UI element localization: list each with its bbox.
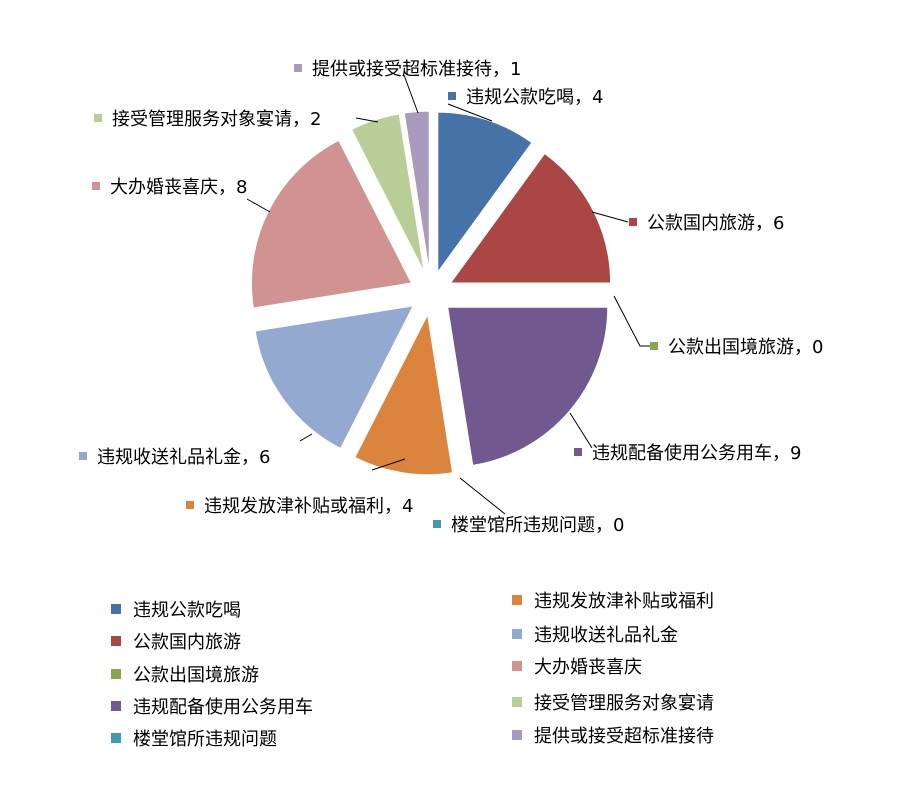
leader-line	[591, 211, 629, 223]
legend-label: 提供或接受超标准接待	[534, 726, 714, 747]
data-label: 违规收送礼品礼金，6	[97, 447, 270, 468]
data-label: 公款国内旅游，6	[647, 213, 784, 234]
legend-swatch	[512, 697, 522, 707]
pie-slice	[437, 111, 533, 274]
pie-slice	[250, 139, 413, 309]
legend-label: 违规公款吃喝	[133, 600, 241, 621]
pie-slice	[354, 313, 454, 476]
data-label: 公款出国境旅游，0	[668, 337, 823, 358]
data-label: 违规发放津补贴或福利，4	[204, 496, 413, 517]
leader-line	[246, 198, 271, 213]
leader-line	[355, 117, 379, 123]
data-label-swatch	[650, 342, 658, 350]
legend-label: 大办婚丧喜庆	[534, 657, 642, 678]
legend-label: 楼堂馆所违规问题	[133, 729, 277, 750]
pie-slice	[403, 110, 430, 272]
legend-swatch	[111, 604, 121, 614]
leader-line	[299, 433, 313, 442]
data-label-swatch	[94, 114, 102, 122]
legend-swatch	[111, 701, 121, 711]
legend-label: 违规收送礼品礼金	[534, 625, 678, 646]
legend-label: 公款国内旅游	[133, 632, 241, 653]
pie-slice	[254, 305, 415, 450]
data-label-swatch	[79, 452, 87, 460]
legend-swatch	[111, 733, 121, 743]
leader-line	[371, 458, 406, 471]
leader-line	[403, 74, 419, 114]
legend-label: 违规配备使用公务用车	[133, 697, 313, 718]
pie-slice	[447, 306, 609, 466]
data-label-swatch	[448, 92, 456, 100]
legend-swatch	[111, 669, 121, 679]
legend-swatch	[512, 595, 522, 605]
data-label: 违规公款吃喝，4	[466, 87, 603, 108]
data-label: 违规配备使用公务用车，9	[592, 443, 801, 464]
legend-swatch	[512, 730, 522, 740]
leader-line	[447, 103, 493, 122]
legend-label: 接受管理服务对象宴请	[534, 692, 714, 714]
leader-line	[569, 412, 593, 449]
legend-swatch	[512, 629, 522, 639]
leader-line	[459, 477, 506, 515]
data-label-swatch	[629, 218, 637, 226]
data-label: 大办婚丧喜庆，8	[110, 177, 247, 198]
data-label-swatch	[433, 520, 441, 528]
leader-line	[613, 295, 650, 347]
data-label-swatch	[574, 448, 582, 456]
data-label: 楼堂馆所违规问题，0	[451, 515, 624, 536]
data-label: 提供或接受超标准接待，1	[312, 59, 521, 80]
data-label-swatch	[92, 182, 100, 190]
data-label: 接受管理服务对象宴请，2	[112, 108, 321, 130]
legend-label: 违规发放津补贴或福利	[534, 591, 714, 612]
pie-slice	[449, 152, 612, 284]
data-label-swatch	[186, 501, 194, 509]
legend-label: 公款出国境旅游	[133, 665, 259, 686]
legend-swatch	[111, 636, 121, 646]
legend-swatch	[512, 661, 522, 671]
pie-slice	[350, 113, 425, 273]
data-label-swatch	[294, 64, 302, 72]
